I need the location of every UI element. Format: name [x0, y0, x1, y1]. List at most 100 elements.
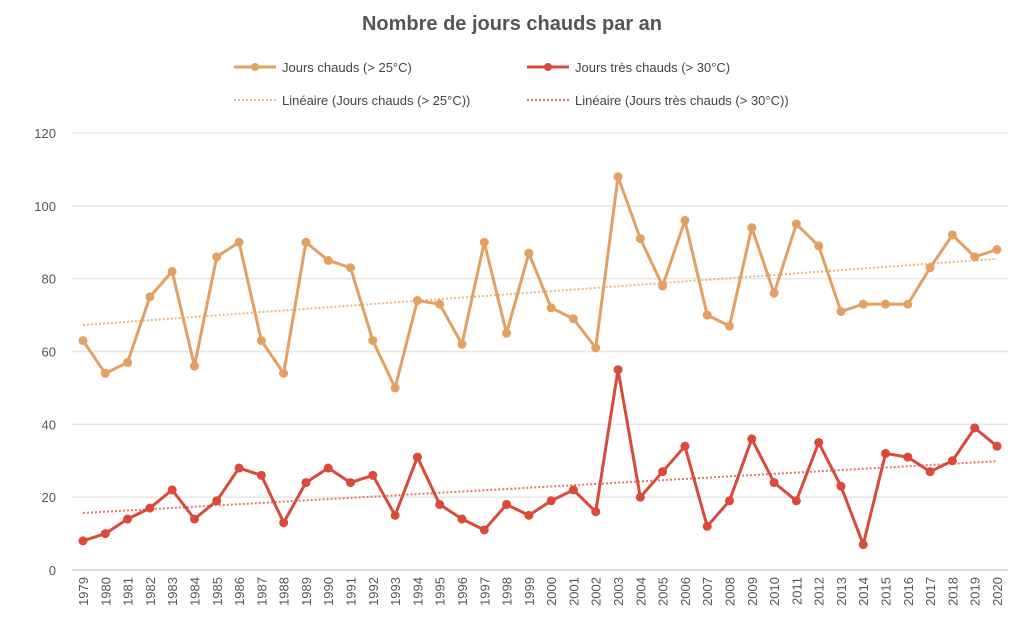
x-tick-label: 2014 [856, 577, 871, 606]
data-point [189, 514, 199, 524]
data-point [412, 296, 422, 306]
data-point [836, 306, 846, 316]
data-point [100, 368, 110, 378]
data-point [301, 478, 311, 488]
x-tick-label: 2000 [544, 577, 559, 606]
data-point [346, 263, 356, 273]
data-point [390, 383, 400, 393]
data-point [747, 223, 757, 233]
data-point [925, 263, 935, 273]
x-tick-label: 2004 [633, 577, 648, 606]
x-tick-label: 1984 [187, 577, 202, 606]
data-point [390, 510, 400, 520]
x-tick-label: 1980 [98, 577, 113, 606]
data-point [635, 234, 645, 244]
y-tick-label: 100 [34, 199, 56, 214]
x-tick-label: 2016 [901, 577, 916, 606]
legend: Jours chauds (> 25°C) Jours très chauds … [234, 60, 789, 108]
data-point [791, 496, 801, 506]
data-point [858, 540, 868, 550]
data-point [100, 529, 110, 539]
y-tick-label: 120 [34, 126, 56, 141]
data-point [368, 336, 378, 346]
x-tick-label: 1996 [455, 577, 470, 606]
data-point [591, 343, 601, 353]
x-tick-label: 1998 [500, 577, 515, 606]
data-point [167, 266, 177, 276]
x-tick-label: 1994 [410, 577, 425, 606]
data-point [78, 536, 88, 546]
legend-item-very-hot: Jours très chauds (> 30°C) [527, 60, 730, 75]
data-point [814, 438, 824, 448]
x-tick-label: 2001 [566, 577, 581, 606]
data-point [546, 496, 556, 506]
x-tick-label: 2015 [879, 577, 894, 606]
data-point [702, 521, 712, 531]
x-tick-label: 2006 [678, 577, 693, 606]
data-point [502, 499, 512, 509]
x-tick-label: 1995 [433, 577, 448, 606]
data-point [457, 339, 467, 349]
x-tick-label: 2020 [990, 577, 1005, 606]
legend-label-very-hot: Jours très chauds (> 30°C) [575, 60, 730, 75]
x-tick-label: 1991 [344, 577, 359, 606]
data-point [635, 492, 645, 502]
data-point [613, 172, 623, 182]
x-tick-label: 1988 [277, 577, 292, 606]
x-tick-label: 2011 [789, 577, 804, 605]
x-tick-label: 1986 [232, 577, 247, 606]
x-tick-label: 1992 [366, 577, 381, 606]
data-point [435, 299, 445, 309]
x-tick-label: 1999 [522, 577, 537, 606]
data-point [256, 470, 266, 480]
data-point [992, 441, 1002, 451]
data-point [123, 357, 133, 367]
data-point [145, 503, 155, 513]
trend-line-hot [82, 257, 998, 327]
data-point [970, 423, 980, 433]
data-point [145, 292, 155, 302]
data-point [903, 452, 913, 462]
data-point [368, 470, 378, 480]
y-tick-label: 60 [42, 345, 56, 360]
data-point [747, 434, 757, 444]
x-tick-label: 2005 [656, 577, 671, 606]
legend-item-trend-hot: Linéaire (Jours chauds (> 25°C)) [234, 93, 470, 108]
data-point [970, 252, 980, 262]
x-tick-label: 1997 [477, 577, 492, 606]
legend-item-hot: Jours chauds (> 25°C) [234, 60, 412, 75]
data-point [123, 514, 133, 524]
data-point [524, 510, 534, 520]
x-tick-label: 1990 [321, 577, 336, 606]
data-point [189, 361, 199, 371]
x-tick-label: 2013 [834, 577, 849, 606]
x-tick-label: 1979 [76, 577, 91, 606]
data-point [903, 299, 913, 309]
x-tick-label: 2007 [700, 577, 715, 606]
x-tick-label: 2008 [722, 577, 737, 606]
x-tick-label: 2012 [812, 577, 827, 606]
data-point [947, 230, 957, 240]
data-point [546, 303, 556, 313]
x-tick-label: 2002 [589, 577, 604, 606]
y-tick-label: 20 [42, 490, 56, 505]
data-point [412, 452, 422, 462]
data-point [836, 481, 846, 491]
legend-item-trend-very-hot: Linéaire (Jours très chauds (> 30°C)) [527, 93, 789, 108]
data-point [346, 478, 356, 488]
data-point [881, 448, 891, 458]
x-tick-label: 1989 [299, 577, 314, 606]
x-tick-label: 1993 [388, 577, 403, 606]
data-point [301, 237, 311, 247]
data-point [435, 499, 445, 509]
series-line-very-hot [82, 368, 998, 547]
data-point [769, 288, 779, 298]
data-point [724, 321, 734, 331]
data-point [680, 441, 690, 451]
data-point [814, 241, 824, 251]
y-tick-label: 40 [42, 417, 56, 432]
data-point [992, 245, 1002, 255]
x-tick-label: 1981 [121, 577, 136, 606]
x-tick-label: 2009 [745, 577, 760, 606]
